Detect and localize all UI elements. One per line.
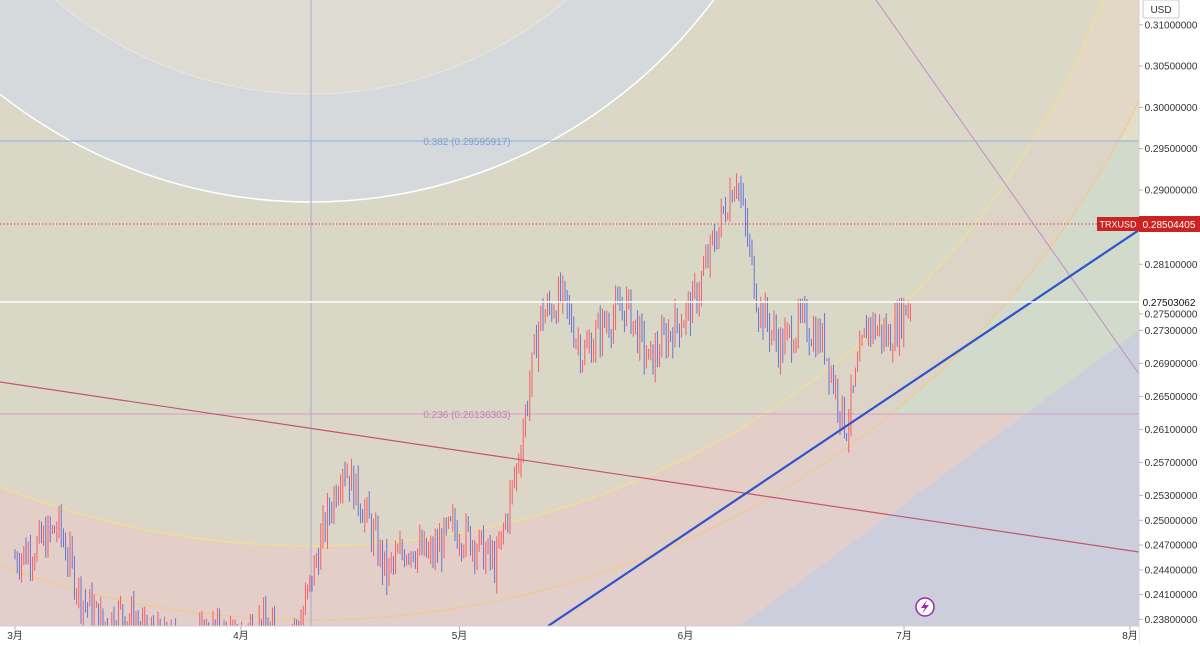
price-tick-label: 0.29000000 — [1145, 185, 1198, 196]
blue-zone — [740, 330, 1139, 626]
symbol-label: TRXUSD — [1099, 220, 1137, 230]
price-tick-label: 0.24400000 — [1145, 565, 1198, 576]
price-tick-label: 0.29500000 — [1145, 144, 1198, 155]
price-tick-label: 0.26900000 — [1145, 359, 1198, 370]
price-axis[interactable] — [1139, 0, 1200, 644]
price-tick-label: 0.26500000 — [1145, 392, 1198, 403]
price-tick-label: 0.23800000 — [1145, 615, 1198, 626]
currency-box[interactable]: USD — [1142, 0, 1180, 19]
trend-line-purple[interactable] — [875, 0, 1139, 375]
time-tick-label: 4月 — [233, 630, 249, 642]
price-tick-label: 0.25000000 — [1145, 516, 1198, 527]
lightning-icon[interactable] — [915, 597, 935, 617]
time-tick-label: 6月 — [678, 630, 694, 642]
candles-series — [14, 173, 911, 626]
time-tick-label: 8月 — [1122, 630, 1138, 642]
price-tick-label: 0.31000000 — [1145, 20, 1198, 31]
time-tick-label: 5月 — [452, 630, 468, 642]
price-tick-label: 0.26100000 — [1145, 425, 1198, 436]
price-tick-label: 0.27500000 — [1145, 309, 1198, 320]
fib-label-236: 0.236 (0.26136303) — [423, 410, 510, 421]
last-price-badge: TRXUSD 0.28504405 — [1097, 216, 1200, 232]
price-tick-label: 0.24100000 — [1145, 590, 1198, 601]
time-tick-label: 7月 — [896, 630, 912, 642]
price-tick-label: 0.30500000 — [1145, 62, 1198, 73]
fib-label-382: 0.382 (0.29595917) — [423, 137, 510, 148]
price-tick-label: 0.25300000 — [1145, 491, 1198, 502]
time-axis[interactable] — [0, 626, 1139, 644]
price-axis-ticks: 0.31000000 0.30500000 0.30000000 0.29500000… — [1139, 20, 1198, 626]
price-tick-label: 0.27300000 — [1145, 326, 1198, 337]
trend-line-blue[interactable] — [547, 229, 1139, 626]
price-tick-label: 0.28100000 — [1145, 260, 1198, 271]
trend-line-red[interactable] — [0, 381, 1139, 553]
price-tick-label: 0.30000000 — [1145, 103, 1198, 114]
time-axis-ticks: 3月 4月 5月 6月 7月 8月 — [7, 626, 1138, 642]
currency-label: USD — [1150, 5, 1171, 16]
time-tick-label: 3月 — [7, 630, 23, 642]
crosshair-price-value: 0.27503062 — [1143, 298, 1196, 309]
price-tick-label: 0.24700000 — [1145, 541, 1198, 552]
crosshair-price-badge: 0.27503062 — [1139, 294, 1200, 310]
last-price-value: 0.28504405 — [1143, 220, 1196, 231]
price-tick-label: 0.25700000 — [1145, 458, 1198, 469]
